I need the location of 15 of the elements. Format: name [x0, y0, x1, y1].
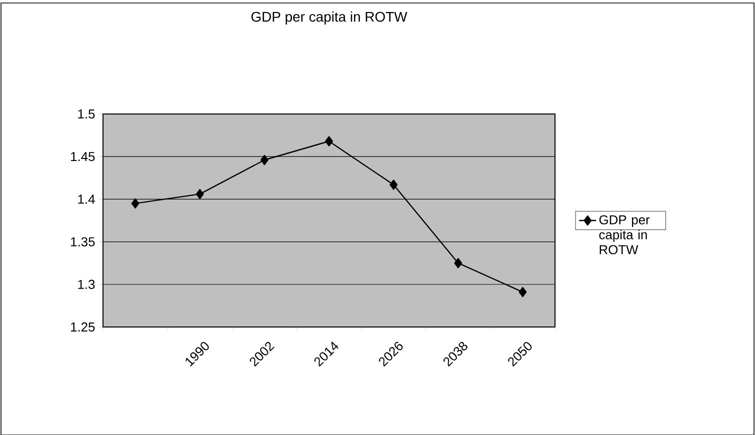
y-tick-label: 1.25	[71, 322, 95, 332]
y-tick-label: 1.5	[78, 109, 95, 118]
y-tick-label: 1.35	[71, 237, 95, 246]
point	[454, 258, 462, 268]
point	[325, 136, 333, 146]
y-tick-label: 1.4	[78, 194, 95, 204]
chart-title: GDP per capita in ROTW	[251, 11, 408, 24]
point	[390, 179, 398, 190]
legend-label: GDP per capita in ROTW	[599, 215, 650, 254]
point	[131, 198, 140, 208]
point	[518, 286, 527, 297]
y-tick-label: 1.45	[71, 152, 95, 161]
point	[196, 188, 204, 199]
y-tick-label: 1.3	[78, 280, 95, 289]
point	[260, 154, 268, 165]
